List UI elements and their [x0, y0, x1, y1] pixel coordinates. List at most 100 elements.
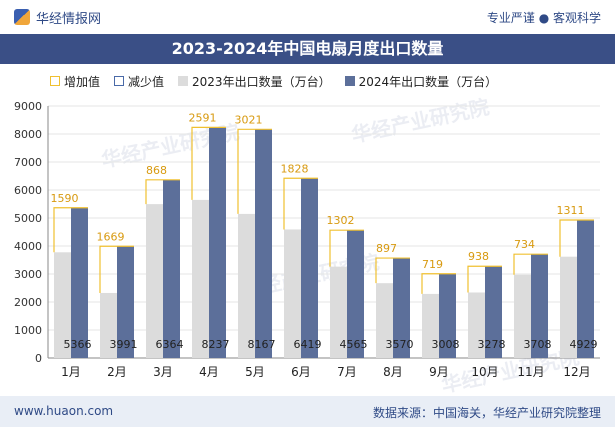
change-label: 734 [514, 238, 535, 251]
bar-2023 [468, 292, 485, 358]
top-bar: 华经情报网 专业严谨 ● 客观科学 [0, 0, 615, 34]
increase-bracket [53, 207, 88, 253]
tagline: 专业严谨 ● 客观科学 [486, 11, 601, 25]
change-label: 719 [422, 258, 443, 271]
footer: www.huaon.com 数据来源：中国海关，华经产业研究院整理 [0, 396, 615, 427]
bar-2024 [531, 254, 548, 358]
increase-bracket [329, 229, 364, 267]
y-tick-label: 7000 [14, 156, 42, 169]
y-tick-label: 0 [35, 352, 42, 365]
value-label-2024: 3708 [524, 338, 552, 351]
bar-2023 [376, 283, 393, 358]
legend-swatch-2023 [178, 76, 189, 86]
bar-2023 [146, 204, 163, 358]
value-label-2024: 3570 [386, 338, 414, 351]
x-tick-label: 9月 [429, 365, 449, 379]
change-label: 3021 [235, 113, 263, 126]
legend-swatch-increase [50, 76, 60, 86]
bar-2023 [560, 256, 577, 358]
increase-bracket [145, 179, 180, 205]
increase-bracket [467, 265, 502, 293]
value-label-2024: 4929 [570, 338, 598, 351]
x-tick-label: 2月 [107, 365, 127, 379]
bar-2024 [117, 246, 134, 358]
value-label-2024: 6419 [294, 338, 322, 351]
value-label-2024: 5366 [64, 338, 92, 351]
change-label: 1311 [557, 204, 585, 217]
x-tick-label: 11月 [517, 365, 544, 379]
value-label-2024: 4565 [340, 338, 368, 351]
change-label: 1590 [51, 192, 79, 205]
bar-2024 [163, 179, 180, 358]
legend-swatch-decrease [114, 76, 125, 86]
legend-item-decrease: 减少值 [114, 73, 164, 90]
legend-item-increase: 增加值 [50, 73, 100, 90]
x-tick-label: 6月 [291, 365, 311, 379]
value-label-2024: 3008 [432, 338, 460, 351]
y-tick-label: 6000 [14, 184, 42, 197]
y-tick-label: 3000 [14, 268, 42, 281]
legend-swatch-2024 [344, 76, 355, 86]
bar-2023 [422, 293, 439, 358]
bar-2024 [439, 273, 456, 358]
increase-bracket [283, 177, 318, 230]
brand-name: 华经情报网 [36, 11, 102, 27]
x-tick-label: 4月 [199, 365, 219, 379]
increase-bracket [513, 253, 548, 275]
increase-bracket [375, 257, 410, 284]
x-tick-label: 3月 [153, 365, 173, 379]
x-tick-label: 1月 [61, 365, 81, 379]
x-tick-label: 5月 [245, 365, 265, 379]
bar-2023 [330, 266, 347, 358]
change-label: 868 [146, 164, 167, 177]
bar-2024 [301, 178, 318, 358]
bar-2024 [347, 230, 364, 358]
change-label: 1669 [97, 230, 125, 243]
bar-chart: 0 1000 2000 3000 4000 5000 6000 7000 8000 9000 159… [14, 100, 600, 379]
change-label: 2591 [189, 111, 217, 124]
change-label: 1828 [281, 162, 309, 175]
bar-2023 [100, 292, 117, 358]
legend: 增加值 减少值 2023年出口数量（万台） 2024年出口数量（万台） [50, 72, 511, 90]
value-label-2024: 3278 [478, 338, 506, 351]
brand: 华经情报网 [14, 8, 102, 27]
bar-2024 [71, 207, 88, 358]
value-label-2024: 6364 [156, 338, 184, 351]
bar-2024 [393, 258, 410, 358]
y-tick-label: 5000 [14, 212, 42, 225]
change-label: 1302 [327, 214, 355, 227]
increase-bracket [421, 273, 456, 294]
bar-2023 [54, 252, 71, 358]
y-tick-label: 9000 [14, 100, 42, 113]
bar-2023 [238, 213, 255, 358]
bar-2024 [209, 127, 226, 358]
bar-2023 [192, 199, 209, 358]
increase-bracket [99, 245, 134, 293]
bar-2024 [485, 266, 502, 358]
bar-2023 [514, 274, 531, 358]
legend-item-2024: 2024年出口数量（万台） [344, 73, 498, 90]
huajing-logo-icon [14, 9, 30, 25]
legend-item-2023: 2023年出口数量（万台） [178, 73, 331, 90]
x-tick-label: 8月 [383, 365, 403, 379]
x-tick-label: 12月 [563, 365, 590, 379]
increase-bracket [191, 126, 226, 200]
value-label-2024: 8167 [248, 338, 276, 351]
increase-bracket [237, 128, 272, 214]
bar-2023 [284, 229, 301, 358]
value-label-2024: 3991 [110, 338, 138, 351]
legend-label-decrease: 减少值 [128, 74, 165, 89]
y-tick-label: 2000 [14, 296, 42, 309]
bar-2024 [577, 219, 594, 358]
y-tick-label: 1000 [14, 324, 42, 337]
x-tick-label: 10月 [471, 365, 498, 379]
y-tick-label: 4000 [14, 240, 42, 253]
legend-label-2023: 2023年出口数量（万台） [192, 74, 331, 89]
increase-bracket [559, 219, 594, 257]
change-label: 897 [376, 242, 397, 255]
chart-title: 2023-2024年中国电扇月度出口数量 [0, 34, 615, 64]
value-label-2024: 8237 [202, 338, 230, 351]
legend-label-2024: 2024年出口数量（万台） [358, 74, 498, 89]
y-tick-label: 8000 [14, 128, 42, 141]
bar-2024 [255, 129, 272, 358]
